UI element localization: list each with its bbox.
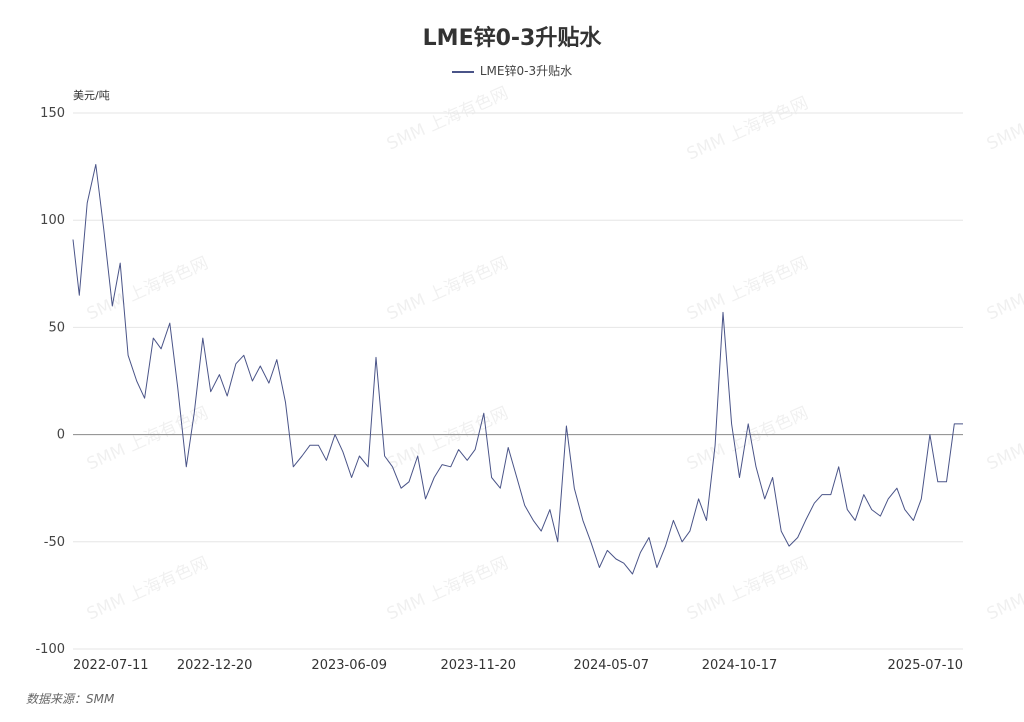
watermark-text: SMM 上海有色网 — [984, 403, 1024, 474]
y-axis-unit: 美元/吨 — [73, 89, 110, 102]
series-line — [72, 164, 963, 575]
y-tick-label: -50 — [44, 535, 65, 550]
watermark-text: SMM 上海有色网 — [384, 83, 511, 154]
y-tick-label: -100 — [35, 642, 65, 657]
watermark-text: SMM 上海有色网 — [684, 403, 811, 474]
legend-swatch — [451, 70, 474, 73]
watermark-text: SMM 上海有色网 — [984, 83, 1024, 154]
x-tick-label: 2022-12-20 — [177, 658, 253, 673]
watermark-text: SMM 上海有色网 — [684, 553, 811, 624]
y-axis-ticks: 150 100 50 0 -50 -100 — [35, 106, 65, 657]
x-tick-label: 2023-11-20 — [440, 658, 516, 673]
watermark-text: SMM 上海有色网 — [84, 553, 211, 624]
x-tick-label: 2023-06-09 — [311, 658, 387, 673]
x-tick-label: 2025-07-10 — [887, 658, 963, 673]
watermark-text: SMM 上海有色网 — [684, 93, 811, 164]
watermark-text: SMM 上海有色网 — [984, 553, 1024, 624]
y-tick-label: 0 — [57, 428, 65, 443]
x-tick-label: 2022-07-11 — [73, 658, 149, 673]
watermark-text: SMM 上海有色网 — [984, 253, 1024, 324]
y-tick-label: 100 — [40, 213, 65, 228]
watermark-text: SMM 上海有色网 — [84, 253, 211, 324]
legend[interactable]: LME锌0-3升贴水 — [0, 62, 1024, 79]
watermark-text: SMM 上海有色网 — [384, 253, 511, 324]
watermark-text: SMM 上海有色网 — [384, 553, 511, 624]
y-tick-label: 150 — [40, 106, 65, 121]
x-axis-ticks: 2022-07-11 2022-12-20 2023-06-09 2023-11-20… — [73, 658, 963, 673]
y-tick-label: 50 — [48, 320, 65, 335]
data-source: 数据来源：SMM — [26, 692, 115, 706]
gridlines — [73, 112, 963, 650]
watermark-layer: SMM 上海有色网 SMM 上海有色网 SMM 上海有色网 SMM 上海有色网 SMM … — [84, 83, 1024, 624]
x-tick-label: 2024-10-17 — [702, 658, 778, 673]
legend-label: LME锌0-3升贴水 — [479, 64, 573, 78]
watermark-text: SMM 上海有色网 — [384, 403, 511, 474]
watermark-text: SMM 上海有色网 — [84, 403, 211, 474]
watermark-text: SMM 上海有色网 — [684, 253, 811, 324]
chart-title: LME锌0-3升贴水 — [422, 26, 602, 51]
x-tick-label: 2024-05-07 — [573, 658, 649, 673]
